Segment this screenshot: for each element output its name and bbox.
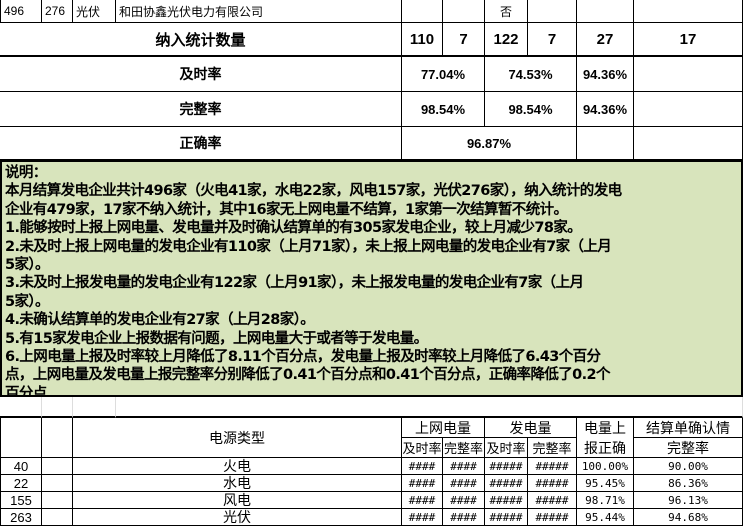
row-type[interactable]: 光伏 xyxy=(73,509,402,526)
correct-label[interactable]: 正确率 xyxy=(0,127,402,160)
row-type[interactable]: 火电 xyxy=(73,458,402,475)
row-online-timely[interactable]: #### xyxy=(402,492,443,509)
header-online[interactable]: 上网电量 xyxy=(402,418,485,438)
notes-line: 1.能够按时上报上网电量、发电量并及时确认结算单的有305家发电企业，较上月减少… xyxy=(5,220,582,237)
cell-empty[interactable] xyxy=(0,418,42,458)
row-gen-timely[interactable]: ##### xyxy=(485,458,528,475)
count-value[interactable]: 110 xyxy=(402,23,443,57)
cell-empty[interactable] xyxy=(42,458,73,475)
row-gen-timely[interactable]: ##### xyxy=(485,492,528,509)
row-online-complete[interactable]: #### xyxy=(443,492,485,509)
row-correct[interactable]: 95.45% xyxy=(577,475,634,492)
header-settle-top[interactable]: 结算单确认情 xyxy=(634,418,743,438)
cell-empty[interactable] xyxy=(42,418,73,458)
cell-count[interactable]: 276 xyxy=(42,0,73,23)
row-gen-complete[interactable]: ##### xyxy=(528,509,577,526)
row-online-timely[interactable]: #### xyxy=(402,475,443,492)
notes-line: 百分点 xyxy=(5,385,47,397)
row-online-complete[interactable]: #### xyxy=(443,475,485,492)
cell-empty[interactable] xyxy=(0,397,42,418)
row-count[interactable]: 40 xyxy=(0,458,42,475)
notes-line: 2.未及时上报上网电量的发电企业有110家（上月71家），未上报上网电量的发电企… xyxy=(5,238,612,255)
notes-line: 5.有15家发电企业上报数据有问题，上网电量大于或者等于发电量。 xyxy=(5,330,428,347)
notes-line: 6.上网电量上报及时率较上月降低了8.11个百分点，发电量上报及时率较上月降低了… xyxy=(5,349,601,366)
timely-settle[interactable]: 94.36% xyxy=(577,57,634,92)
cell-empty[interactable] xyxy=(528,0,577,23)
row-gen-timely[interactable]: ##### xyxy=(485,475,528,492)
notes-line: 本月结算发电企业共计496家（火电41家，水电22家，风电157家，光伏276家… xyxy=(5,183,622,200)
timely-label[interactable]: 及时率 xyxy=(0,57,402,92)
header-gen-timely[interactable]: 及时率 xyxy=(485,438,528,458)
row-online-complete[interactable]: #### xyxy=(443,458,485,475)
notes-line: 3.未及时上报发电量的发电企业有122家（上月91家），未上报发电量的发电企业有… xyxy=(5,275,584,292)
count-value[interactable]: 122 xyxy=(485,23,528,57)
cell-empty[interactable] xyxy=(634,0,743,23)
row-count[interactable]: 155 xyxy=(0,492,42,509)
cell-empty[interactable] xyxy=(443,0,485,23)
notes-line: 点，上网电量及发电量上报完整率分别降低了0.41个百分点和0.41个百分点，正确… xyxy=(5,367,611,384)
cell-index[interactable]: 496 xyxy=(0,0,42,23)
notes-line: 5家）。 xyxy=(5,293,50,310)
complete-gen[interactable]: 98.54% xyxy=(485,92,577,127)
header-gen-complete[interactable]: 完整率 xyxy=(528,438,577,458)
notes-line: 5家）。 xyxy=(5,257,50,274)
row-type[interactable]: 风电 xyxy=(73,492,402,509)
notes-line: 企业有479家，17家不纳入统计，其中16家无上网电量不结算，1家第一次结算暂不… xyxy=(5,201,568,218)
row-gen-complete[interactable]: ##### xyxy=(528,475,577,492)
row-settle[interactable]: 90.00% xyxy=(634,458,743,475)
complete-settle[interactable]: 94.36% xyxy=(577,92,634,127)
cell-empty[interactable] xyxy=(42,475,73,492)
header-online-complete[interactable]: 完整率 xyxy=(443,438,485,458)
row-gen-timely[interactable]: ##### xyxy=(485,509,528,526)
row-correct[interactable]: 100.00% xyxy=(577,458,634,475)
cell-type[interactable]: 光伏 xyxy=(73,0,116,23)
header-correct-top[interactable]: 电量上 xyxy=(577,418,634,438)
header-online-timely[interactable]: 及时率 xyxy=(402,438,443,458)
row-type[interactable]: 水电 xyxy=(73,475,402,492)
cell-empty[interactable] xyxy=(402,0,443,23)
complete-online[interactable]: 98.54% xyxy=(402,92,485,127)
cell-flag[interactable]: 否 xyxy=(485,0,528,23)
row-online-timely[interactable]: #### xyxy=(402,509,443,526)
cell-empty[interactable] xyxy=(73,397,116,418)
row-settle[interactable]: 94.68% xyxy=(634,509,743,526)
count-value[interactable]: 27 xyxy=(577,23,634,57)
cell-empty[interactable] xyxy=(577,127,634,160)
row-settle[interactable]: 96.13% xyxy=(634,492,743,509)
count-value[interactable]: 7 xyxy=(528,23,577,57)
complete-label[interactable]: 完整率 xyxy=(0,92,402,127)
header-type[interactable]: 电源类型 xyxy=(73,418,402,458)
row-settle[interactable]: 86.36% xyxy=(634,475,743,492)
cell-empty[interactable] xyxy=(42,509,73,526)
cell-empty[interactable] xyxy=(634,57,743,92)
cell-empty[interactable] xyxy=(634,92,743,127)
count-value[interactable]: 7 xyxy=(443,23,485,57)
count-value[interactable]: 17 xyxy=(634,23,743,57)
notes-box[interactable]: 说明： 本月结算发电企业共计496家（火电41家，水电22家，风电157家，光伏… xyxy=(0,160,743,397)
row-count[interactable]: 22 xyxy=(0,475,42,492)
correct-value[interactable]: 96.87% xyxy=(402,127,577,160)
cell-empty[interactable] xyxy=(116,397,743,418)
header-gen[interactable]: 发电量 xyxy=(485,418,577,438)
cell-empty[interactable] xyxy=(42,492,73,509)
timely-online[interactable]: 77.04% xyxy=(402,57,485,92)
row-online-timely[interactable]: #### xyxy=(402,458,443,475)
row-gen-complete[interactable]: ##### xyxy=(528,458,577,475)
cell-company[interactable]: 和田协鑫光伏电力有限公司 xyxy=(116,0,402,23)
row-gen-complete[interactable]: ##### xyxy=(528,492,577,509)
timely-gen[interactable]: 74.53% xyxy=(485,57,577,92)
cell-empty[interactable] xyxy=(577,0,634,23)
row-online-complete[interactable]: #### xyxy=(443,509,485,526)
count-label[interactable]: 纳入统计数量 xyxy=(0,23,402,57)
row-count[interactable]: 263 xyxy=(0,509,42,526)
notes-line: 说明： xyxy=(5,165,47,181)
notes-line: 4.未确认结算单的发电企业有27家（上月28家）。 xyxy=(5,312,315,329)
cell-empty[interactable] xyxy=(42,397,73,418)
row-correct[interactable]: 98.71% xyxy=(577,492,634,509)
header-settle-bottom[interactable]: 完整率 xyxy=(634,438,743,458)
cell-empty[interactable] xyxy=(634,127,743,160)
row-correct[interactable]: 95.44% xyxy=(577,509,634,526)
header-correct-bottom[interactable]: 报正确 xyxy=(577,438,634,458)
